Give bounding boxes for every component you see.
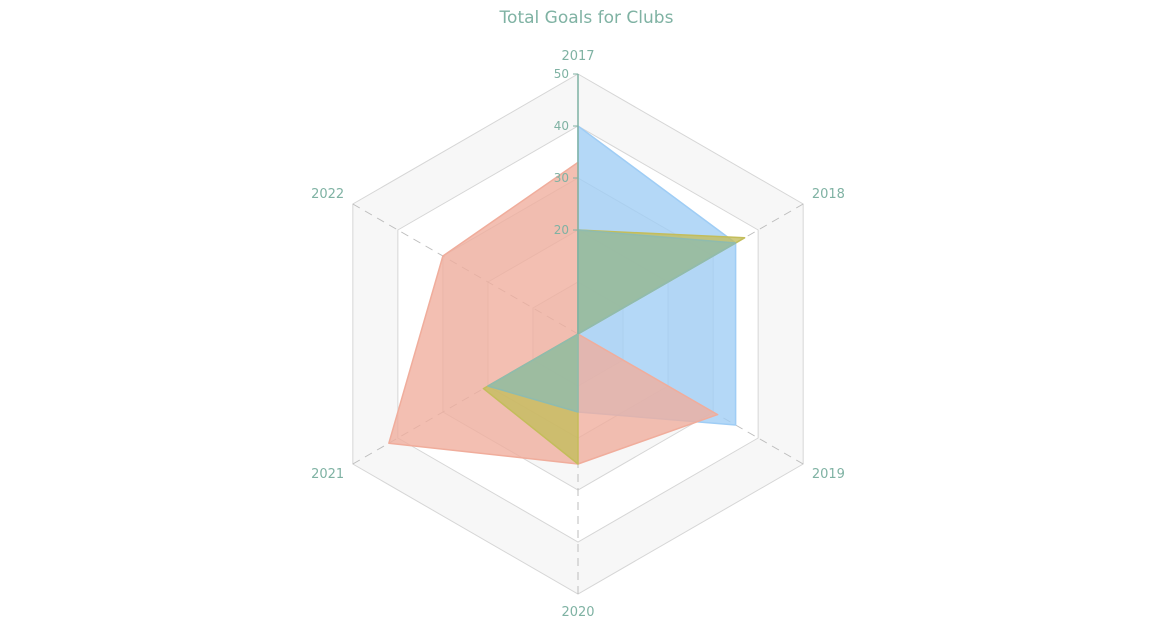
tick-label-40: 40 <box>554 119 569 133</box>
chart-title: Total Goals for Clubs <box>499 8 674 28</box>
tick-label-50: 50 <box>554 67 569 81</box>
radar-tick-labels: 20 30 40 50 <box>554 67 578 237</box>
axis-label-2020: 2020 <box>561 605 594 620</box>
axis-label-2017: 2017 <box>561 49 594 64</box>
radar-axis-labels: 2017 2018 2019 2020 2021 2022 <box>311 49 845 620</box>
tick-label-30: 30 <box>554 171 569 185</box>
axis-label-2021: 2021 <box>311 467 344 482</box>
radar-series <box>388 74 746 465</box>
tick-label-20: 20 <box>554 223 569 237</box>
axis-label-2018: 2018 <box>812 187 845 202</box>
axis-label-2019: 2019 <box>812 467 845 482</box>
axis-label-2022: 2022 <box>311 187 344 202</box>
